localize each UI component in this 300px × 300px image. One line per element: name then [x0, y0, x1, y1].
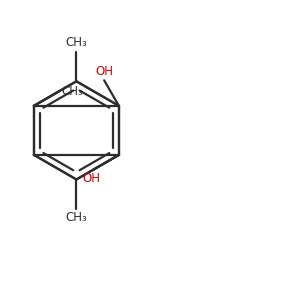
Text: OH: OH: [95, 65, 113, 78]
Text: CH₃: CH₃: [62, 85, 84, 98]
Text: CH₃: CH₃: [65, 36, 87, 50]
Text: OH: OH: [82, 172, 100, 185]
Text: CH₃: CH₃: [65, 211, 87, 224]
